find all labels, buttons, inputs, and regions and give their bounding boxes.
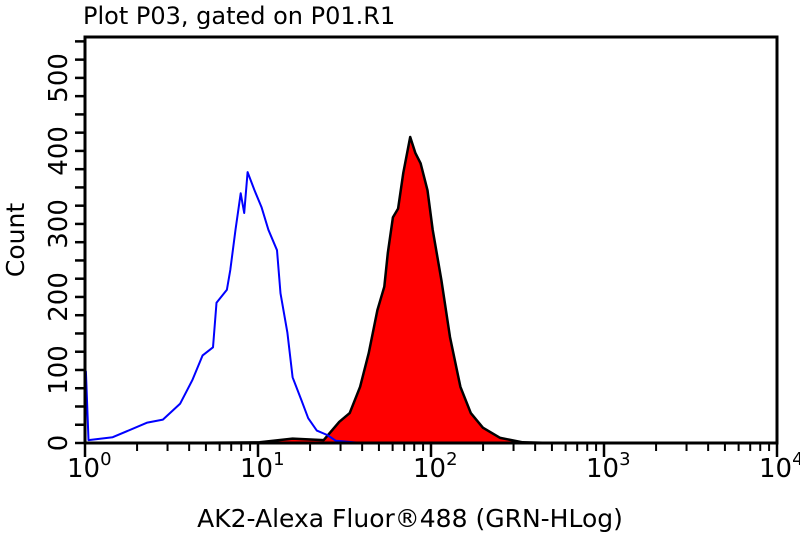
- x-axis-title: AK2-Alexa Fluor®488 (GRN-HLog): [197, 504, 623, 533]
- outline-histogram-series: [84, 171, 553, 444]
- y-tick-label: 400: [44, 126, 74, 176]
- y-tick-label: 500: [44, 53, 74, 103]
- x-tick-label: 104: [759, 449, 800, 484]
- y-tick-label: 0: [44, 435, 74, 452]
- filled-histogram-series: [170, 135, 554, 445]
- x-tick-label: 100: [67, 449, 112, 484]
- y-tick-label: 300: [44, 199, 74, 249]
- y-tick-label: 200: [44, 272, 74, 322]
- x-tick-label: 102: [413, 449, 458, 484]
- x-tick-label: 103: [586, 449, 631, 484]
- chart-title: Plot P03, gated on P01.R1: [83, 2, 395, 30]
- series-layer: [84, 135, 554, 445]
- x-tick-label: 101: [240, 449, 285, 484]
- y-axis-title: Count: [1, 203, 30, 277]
- y-tick-label: 100: [44, 345, 74, 395]
